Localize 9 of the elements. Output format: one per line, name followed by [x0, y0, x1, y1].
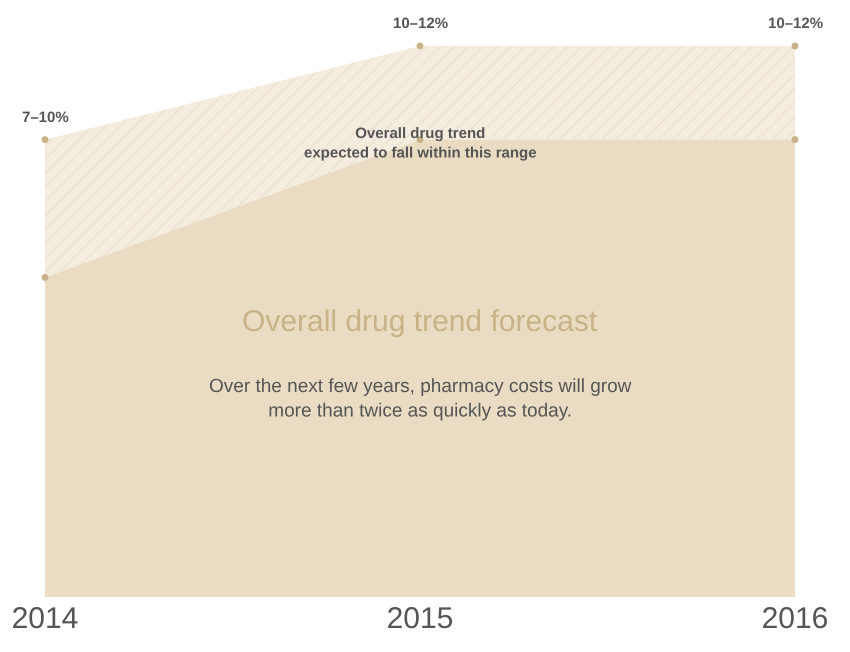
text: Overall drug trend forecast	[242, 305, 598, 338]
x-tick-label: 2014	[12, 602, 78, 635]
annotation: 7–10%	[22, 109, 69, 126]
annotation: Overall drug trend expected to fall within this range	[304, 125, 537, 162]
x-tick-label: 2015	[386, 602, 454, 635]
text: 10–12%	[393, 15, 448, 32]
text: Over the next few years, pharmacy costs will grow more than twice as quickly as today.	[209, 376, 632, 422]
x-tick-label: 2016	[762, 602, 828, 635]
text: 10–12%	[768, 15, 824, 32]
